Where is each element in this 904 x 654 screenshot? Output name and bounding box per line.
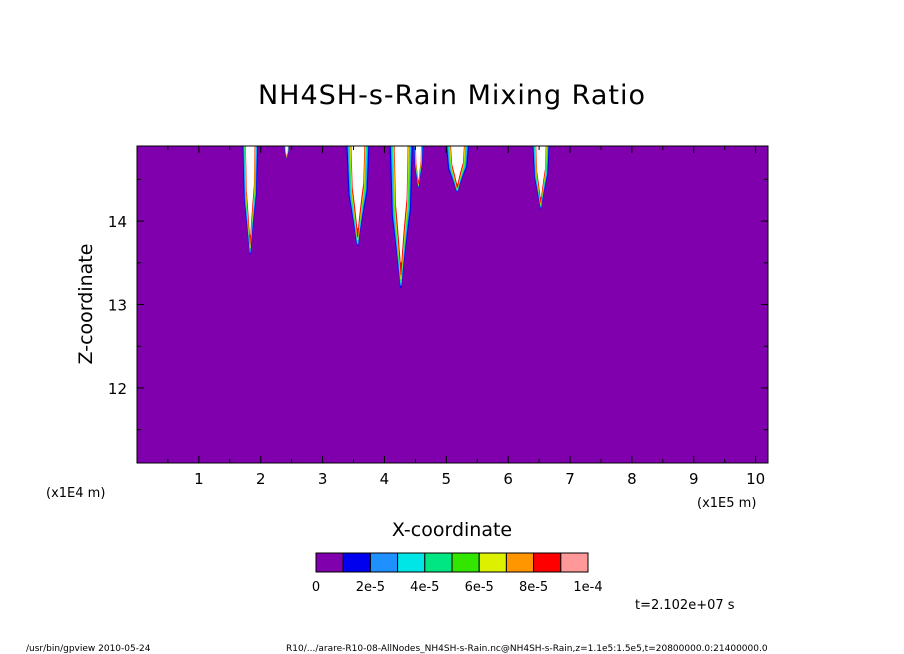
colorbar-swatch (533, 552, 562, 573)
x-tick-label: 10 (746, 470, 765, 488)
colorbar-swatch (315, 552, 344, 573)
colorbar-label: 8e-5 (519, 580, 548, 595)
plume-contour (285, 146, 289, 157)
colorbar-swatch (505, 552, 535, 573)
colorbar-swatch (478, 552, 507, 573)
x-tick-label: 4 (380, 470, 390, 488)
plume-contour (245, 146, 255, 235)
colorbar-swatch (451, 552, 480, 573)
colorbar-label: 0 (312, 580, 320, 595)
y-ticks: 12 13 14 (108, 178, 768, 431)
x-axis-label: X-coordinate (392, 519, 512, 541)
plume-contour (415, 146, 422, 181)
x-tick-label: 2 (256, 470, 266, 488)
colorbar-label: 2e-5 (356, 580, 385, 595)
colorbar (315, 552, 589, 573)
colorbar-swatch (397, 552, 426, 573)
time-label: t=2.102e+07 s (635, 598, 735, 613)
footer-program-date: /usr/bin/gpview 2010-05-24 (26, 644, 151, 654)
x-ticks: 1 2 3 4 5 6 7 8 9 10 (167, 146, 765, 488)
x-tick-label: 7 (565, 470, 575, 488)
plume-contour (450, 146, 464, 184)
plume (445, 146, 470, 192)
plume (284, 146, 290, 159)
chart-title: NH4SH-s-Rain Mixing Ratio (258, 80, 646, 111)
plume-contour (394, 146, 408, 263)
x-tick-label: 3 (318, 470, 328, 488)
x-unit-left: (x1E4 m) (46, 486, 105, 501)
colorbar-swatch (369, 552, 399, 573)
plume (413, 146, 424, 188)
colorbar-label: 1e-4 (573, 580, 602, 595)
colorbar-label: 6e-5 (465, 580, 494, 595)
x-unit-right: (x1E5 m) (697, 496, 756, 511)
x-tick-label: 8 (627, 470, 637, 488)
plume-contour (536, 146, 546, 198)
footer-file-info: R10/.../arare-R10-08-AllNodes_NH4SH-s-Ra… (286, 644, 768, 654)
plume-layer (242, 146, 550, 288)
x-tick-label: 1 (194, 470, 204, 488)
plume (242, 146, 258, 255)
y-axis-label: Z-coordinate (75, 244, 97, 365)
plot-background (137, 146, 768, 463)
y-tick-label: 14 (108, 213, 127, 231)
plume (346, 146, 370, 247)
colorbar-swatch (342, 552, 371, 573)
colorbar-labels: 0 2e-5 4e-5 6e-5 8e-5 1e-4 (312, 580, 603, 595)
y-tick-label: 12 (108, 380, 127, 398)
plume (532, 146, 550, 209)
plume (389, 146, 413, 288)
plume-contour (351, 146, 365, 229)
colorbar-label: 4e-5 (410, 580, 439, 595)
colorbar-swatch (560, 552, 589, 573)
colorbar-swatch (424, 552, 453, 573)
y-tick-label: 13 (108, 297, 127, 315)
x-tick-label: 5 (442, 470, 452, 488)
x-tick-label: 6 (503, 470, 513, 488)
x-tick-label: 9 (689, 470, 699, 488)
